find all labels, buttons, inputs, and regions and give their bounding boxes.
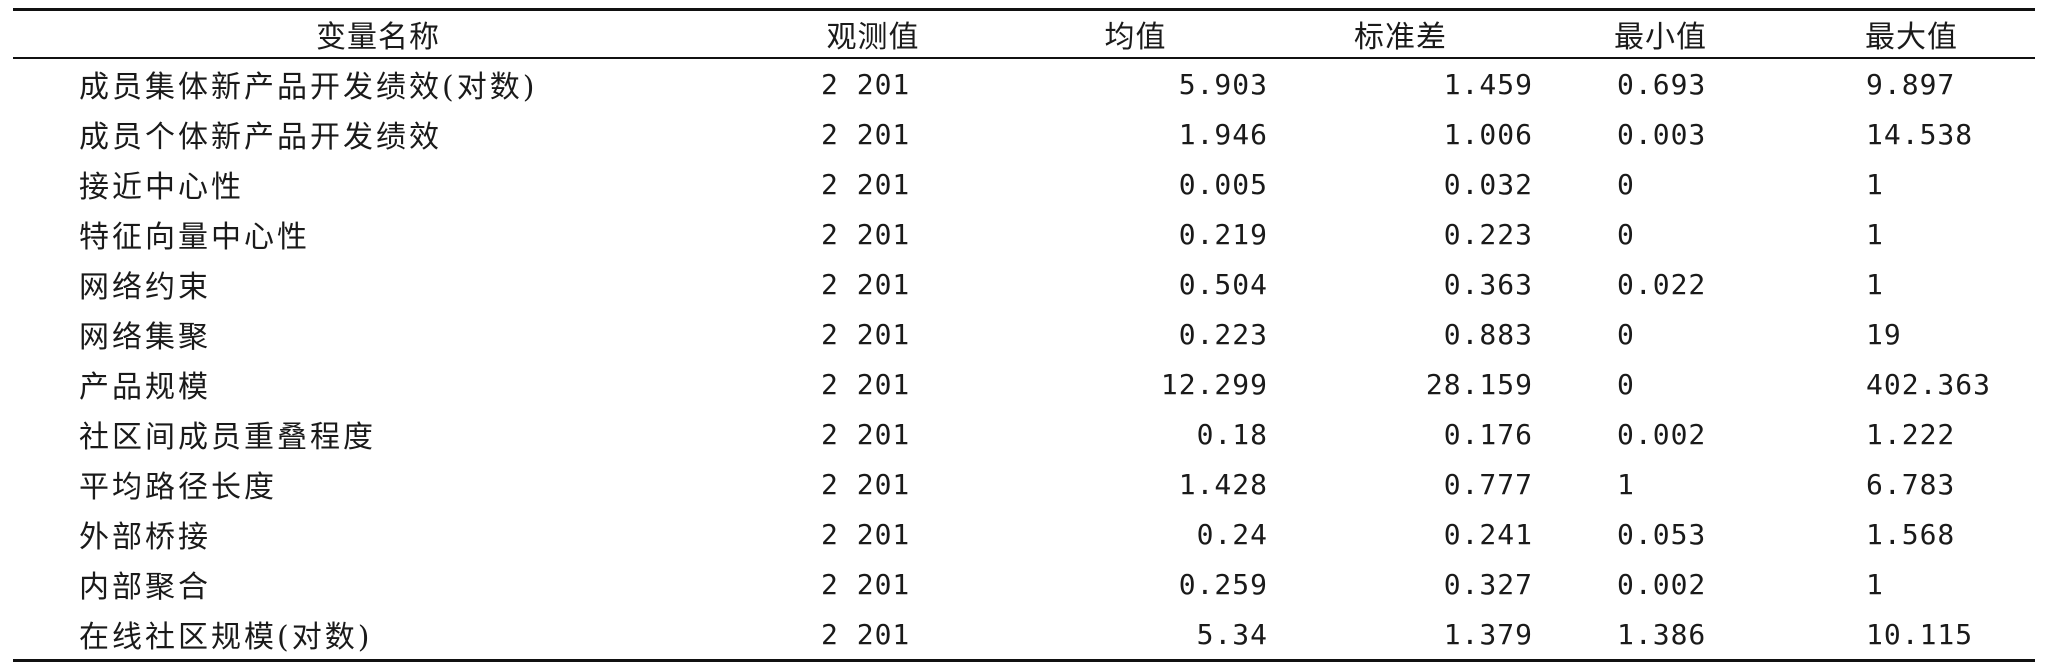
cell-std-dev: 28.159 <box>1425 367 1533 401</box>
cell-max: 1 <box>1866 217 1884 251</box>
cell-std-dev: 1.379 <box>1443 617 1533 651</box>
cell-mean: 12.299 <box>1160 367 1268 401</box>
cell-min: 0 <box>1617 167 1635 201</box>
cell-variable-name: 产品规模 <box>79 370 211 405</box>
cell-min: 0.003 <box>1617 117 1707 151</box>
cell-variable-name: 内部聚合 <box>79 570 211 605</box>
cell-max: 10.115 <box>1866 617 1974 651</box>
cell-std-dev: 1.006 <box>1443 117 1533 151</box>
cell-observations: 2 201 <box>821 467 911 501</box>
table-row: 网络集聚 2 201 0.223 0.883 0 19 <box>13 309 2035 359</box>
cell-variable-name: 接近中心性 <box>79 170 244 205</box>
cell-variable-name: 外部桥接 <box>79 520 211 555</box>
cell-observations: 2 201 <box>821 617 911 651</box>
table-row: 网络约束 2 201 0.504 0.363 0.022 1 <box>13 259 2035 309</box>
cell-mean: 5.34 <box>1196 617 1268 651</box>
cell-min: 0.022 <box>1617 267 1707 301</box>
header-max: 最大值 <box>1865 20 1958 55</box>
table-row: 成员集体新产品开发绩效(对数) 2 201 5.903 1.459 0.693 9.897 <box>13 58 2035 109</box>
cell-mean: 1.946 <box>1178 117 1268 151</box>
cell-mean: 0.005 <box>1178 167 1268 201</box>
cell-std-dev: 0.241 <box>1443 517 1533 551</box>
cell-min: 0 <box>1617 367 1635 401</box>
cell-std-dev: 0.883 <box>1443 317 1533 351</box>
cell-observations: 2 201 <box>821 217 911 251</box>
cell-observations: 2 201 <box>821 67 911 101</box>
cell-variable-name: 在线社区规模(对数) <box>79 620 373 655</box>
table-row: 接近中心性 2 201 0.005 0.032 0 1 <box>13 159 2035 209</box>
cell-max: 1 <box>1866 267 1884 301</box>
header-observations: 观测值 <box>826 20 920 55</box>
cell-min: 0.002 <box>1617 567 1707 601</box>
cell-max: 6.783 <box>1866 467 1956 501</box>
cell-mean: 0.504 <box>1178 267 1268 301</box>
cell-variable-name: 成员个体新产品开发绩效 <box>79 120 442 155</box>
cell-max: 19 <box>1866 317 1902 351</box>
cell-min: 0.053 <box>1617 517 1707 551</box>
table-header: 变量名称 观测值 均值 标准差 最小值 最大值 <box>13 9 2035 58</box>
header-row: 变量名称 观测值 均值 标准差 最小值 最大值 <box>13 9 2035 58</box>
cell-min: 1 <box>1617 467 1635 501</box>
descriptive-statistics-table: 变量名称 观测值 均值 标准差 最小值 最大值 成员集体新产品开发绩效(对数) 2… <box>13 8 2035 662</box>
cell-max: 1 <box>1866 567 1884 601</box>
cell-variable-name: 成员集体新产品开发绩效(对数) <box>79 70 538 105</box>
cell-max: 1 <box>1866 167 1884 201</box>
cell-observations: 2 201 <box>821 417 911 451</box>
cell-mean: 0.24 <box>1196 517 1268 551</box>
statistics-table-container: 变量名称 观测值 均值 标准差 最小值 最大值 成员集体新产品开发绩效(对数) 2… <box>13 8 2035 662</box>
table-row: 在线社区规模(对数) 2 201 5.34 1.379 1.386 10.115 <box>13 609 2035 661</box>
cell-observations: 2 201 <box>821 117 911 151</box>
table-row: 产品规模 2 201 12.299 28.159 0 402.363 <box>13 359 2035 409</box>
cell-variable-name: 网络集聚 <box>79 320 211 355</box>
cell-variable-name: 社区间成员重叠程度 <box>79 420 376 455</box>
table-body: 成员集体新产品开发绩效(对数) 2 201 5.903 1.459 0.693 9.897… <box>13 58 2035 661</box>
table-row: 社区间成员重叠程度 2 201 0.18 0.176 0.002 1.222 <box>13 409 2035 459</box>
cell-std-dev: 0.777 <box>1443 467 1533 501</box>
cell-mean: 0.223 <box>1178 317 1268 351</box>
cell-std-dev: 0.363 <box>1443 267 1533 301</box>
cell-mean: 5.903 <box>1178 67 1268 101</box>
cell-variable-name: 网络约束 <box>79 270 211 305</box>
table-row: 特征向量中心性 2 201 0.219 0.223 0 1 <box>13 209 2035 259</box>
cell-max: 14.538 <box>1866 117 1974 151</box>
cell-mean: 1.428 <box>1178 467 1268 501</box>
cell-max: 1.222 <box>1866 417 1956 451</box>
cell-observations: 2 201 <box>821 517 911 551</box>
cell-std-dev: 0.032 <box>1443 167 1533 201</box>
cell-std-dev: 1.459 <box>1443 67 1533 101</box>
cell-variable-name: 特征向量中心性 <box>79 220 310 255</box>
cell-max: 9.897 <box>1866 67 1956 101</box>
cell-observations: 2 201 <box>821 267 911 301</box>
table-row: 平均路径长度 2 201 1.428 0.777 1 6.783 <box>13 459 2035 509</box>
cell-max: 402.363 <box>1866 367 1992 401</box>
cell-std-dev: 0.223 <box>1443 217 1533 251</box>
cell-min: 0.693 <box>1617 67 1707 101</box>
cell-min: 0 <box>1617 217 1635 251</box>
cell-mean: 0.219 <box>1178 217 1268 251</box>
cell-max: 1.568 <box>1866 517 1956 551</box>
cell-min: 0 <box>1617 317 1635 351</box>
table-row: 外部桥接 2 201 0.24 0.241 0.053 1.568 <box>13 509 2035 559</box>
cell-mean: 0.18 <box>1196 417 1268 451</box>
header-variable-name: 变量名称 <box>316 20 440 55</box>
cell-observations: 2 201 <box>821 567 911 601</box>
table-row: 内部聚合 2 201 0.259 0.327 0.002 1 <box>13 559 2035 609</box>
cell-std-dev: 0.327 <box>1443 567 1533 601</box>
cell-min: 0.002 <box>1617 417 1707 451</box>
cell-variable-name: 平均路径长度 <box>79 470 277 505</box>
header-min: 最小值 <box>1614 20 1707 55</box>
cell-observations: 2 201 <box>821 367 911 401</box>
header-mean: 均值 <box>1104 20 1167 55</box>
header-std-dev: 标准差 <box>1354 20 1447 55</box>
cell-observations: 2 201 <box>821 167 911 201</box>
cell-std-dev: 0.176 <box>1443 417 1533 451</box>
cell-mean: 0.259 <box>1178 567 1268 601</box>
cell-observations: 2 201 <box>821 317 911 351</box>
table-row: 成员个体新产品开发绩效 2 201 1.946 1.006 0.003 14.538 <box>13 109 2035 159</box>
cell-min: 1.386 <box>1617 617 1707 651</box>
